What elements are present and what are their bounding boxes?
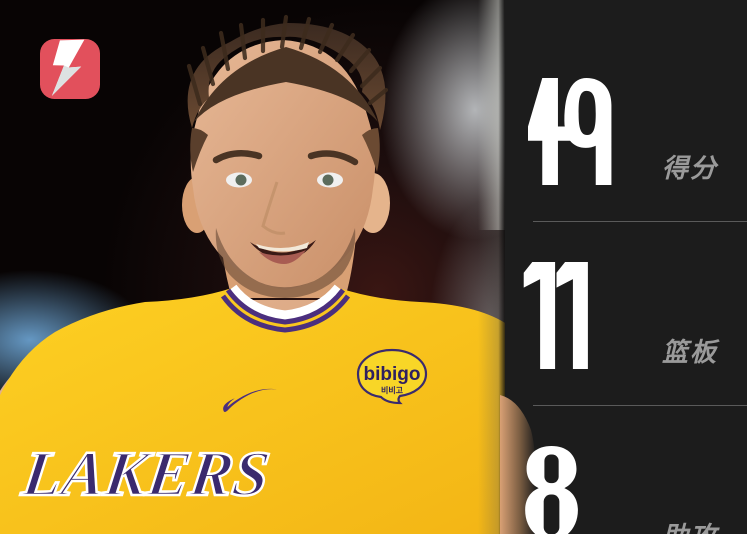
- svg-text:bibigo: bibigo: [364, 364, 421, 385]
- svg-text:비비고: 비비고: [381, 385, 404, 395]
- svg-text:LAKERS: LAKERS: [17, 438, 273, 509]
